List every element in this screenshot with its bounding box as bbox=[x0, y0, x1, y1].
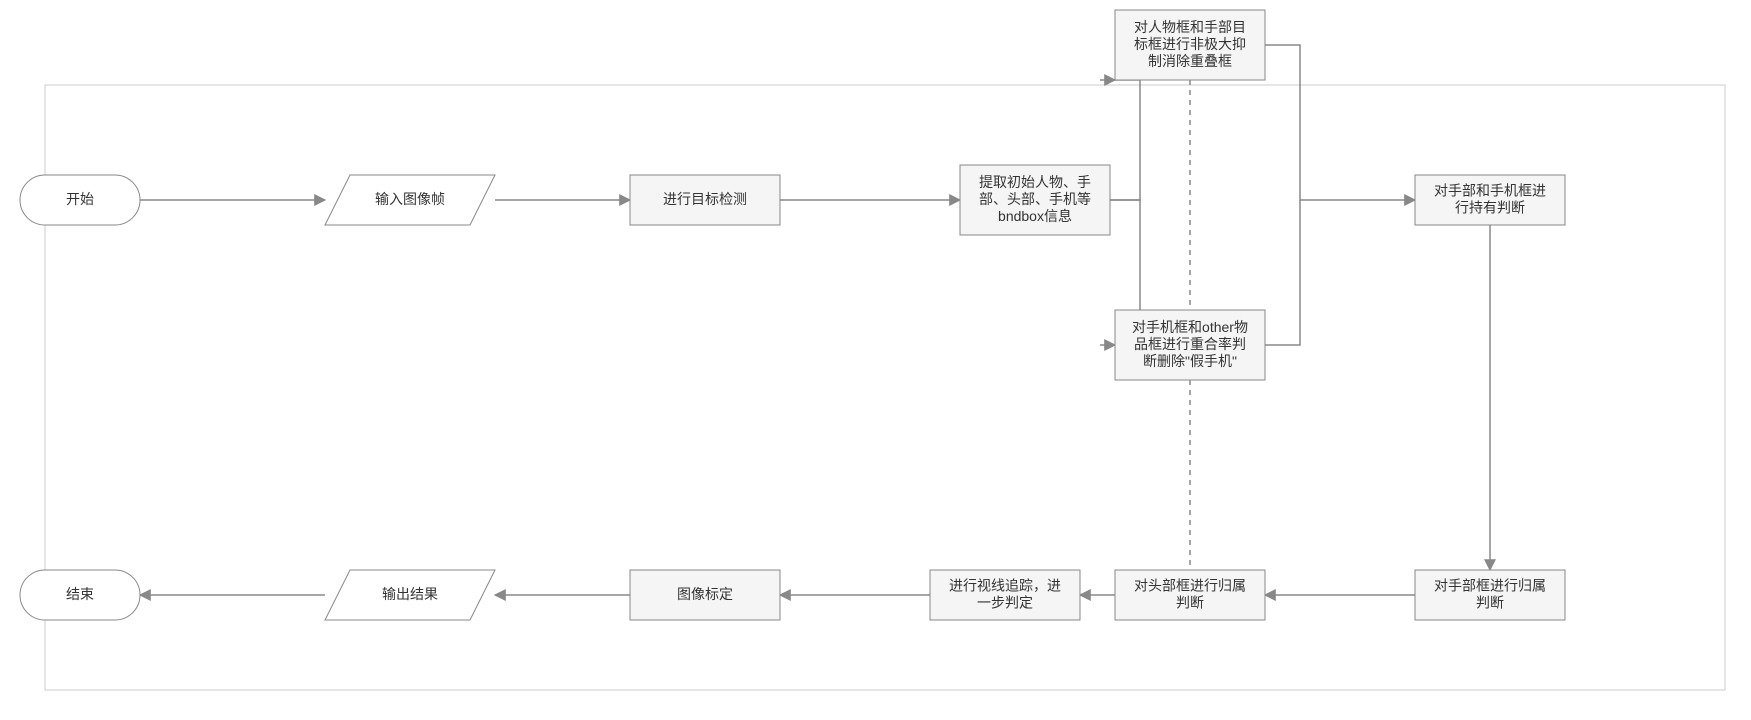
node-label-end: 结束 bbox=[66, 586, 94, 602]
edges bbox=[140, 45, 1490, 595]
node-hold: 对手部和手机框进行持有判断 bbox=[1415, 175, 1565, 225]
node-label-nms: 对人物框和手部目标框进行非极大抑制消除重叠框 bbox=[1134, 19, 1246, 69]
nodes: 开始结束 输入图像帧输出结果 进行目标检测 提取初始人物、手部、头部、手机等bndbo… bbox=[20, 10, 1565, 620]
node-label-input: 输入图像帧 bbox=[375, 191, 445, 207]
node-handown: 对手部框进行归属判断 bbox=[1415, 570, 1565, 620]
node-output: 输出结果 bbox=[325, 570, 495, 620]
node-detect: 进行目标检测 bbox=[630, 175, 780, 225]
edge-nms-hold bbox=[1265, 45, 1415, 200]
node-mark: 图像标定 bbox=[630, 570, 780, 620]
edge-extract-nms bbox=[1110, 80, 1140, 200]
node-label-overlap: 对手机框和other物品框进行重合率判断删除"假手机" bbox=[1132, 319, 1248, 369]
node-extract: 提取初始人物、手部、头部、手机等bndbox信息 bbox=[960, 165, 1110, 235]
node-overlap: 对手机框和other物品框进行重合率判断删除"假手机" bbox=[1115, 310, 1265, 380]
node-label-start: 开始 bbox=[66, 191, 94, 207]
node-label-output: 输出结果 bbox=[382, 586, 438, 602]
node-label-mark: 图像标定 bbox=[677, 586, 733, 602]
node-headown: 对头部框进行归属判断 bbox=[1115, 570, 1265, 620]
edge-overlap-hold bbox=[1265, 200, 1300, 345]
node-nms: 对人物框和手部目标框进行非极大抑制消除重叠框 bbox=[1115, 10, 1265, 80]
flowchart-canvas: 开始结束 输入图像帧输出结果 进行目标检测 提取初始人物、手部、头部、手机等bndbo… bbox=[0, 0, 1751, 720]
node-input: 输入图像帧 bbox=[325, 175, 495, 225]
node-start: 开始 bbox=[20, 175, 140, 225]
node-label-detect: 进行目标检测 bbox=[663, 191, 747, 207]
node-gaze: 进行视线追踪，进一步判定 bbox=[930, 570, 1080, 620]
node-end: 结束 bbox=[20, 570, 140, 620]
